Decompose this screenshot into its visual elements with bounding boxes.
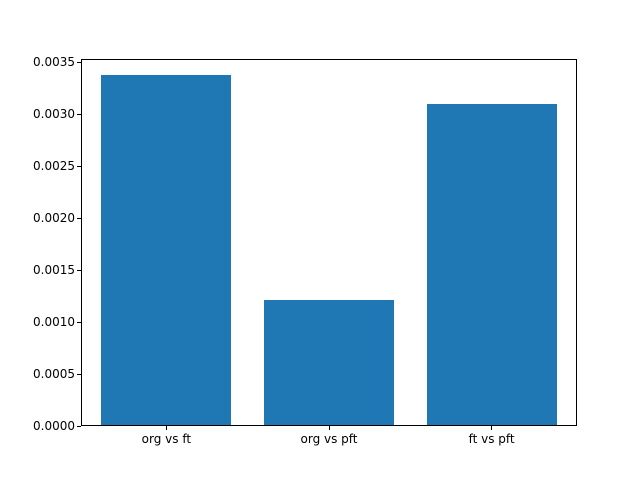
plot-area: [81, 59, 577, 426]
x-tick-label: org vs ft: [141, 432, 192, 446]
y-tick-mark: [77, 61, 81, 63]
bar-org-vs-ft: [101, 74, 232, 426]
y-tick-label: 0.0025: [33, 159, 75, 174]
y-tick-mark: [77, 425, 81, 427]
y-tick-mark: [77, 373, 81, 375]
y-tick-mark: [77, 217, 81, 219]
bar-org-vs-pft: [263, 300, 395, 426]
y-tick-mark: [77, 321, 81, 323]
y-tick-mark: [77, 165, 81, 167]
y-tick-mark: [77, 113, 81, 115]
bar-ft-vs-pft: [426, 103, 557, 426]
x-tick-mark: [328, 426, 330, 430]
y-tick-label: 0.0005: [33, 367, 75, 382]
x-tick-label: ft vs pft: [468, 432, 515, 446]
y-tick-label: 0.0000: [33, 419, 75, 433]
x-tick-mark: [165, 426, 167, 430]
y-tick-label: 0.0030: [33, 107, 75, 122]
y-tick-label: 0.0035: [33, 55, 75, 70]
x-tick-mark: [491, 426, 493, 430]
x-tick-label: org vs pft: [300, 432, 358, 446]
y-tick-label: 0.0015: [33, 263, 75, 278]
y-tick-label: 0.0020: [33, 211, 75, 226]
y-tick-mark: [77, 269, 81, 271]
y-tick-label: 0.0010: [33, 315, 75, 330]
